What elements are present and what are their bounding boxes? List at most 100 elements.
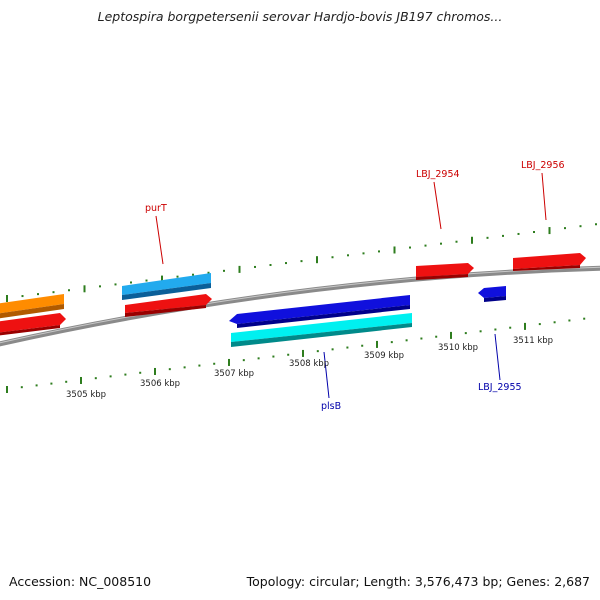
major-tick: [161, 275, 163, 283]
gene-cyan[interactable]: [231, 313, 412, 347]
minor-tick: [130, 281, 132, 284]
major-ticks: [6, 227, 551, 393]
minor-tick: [361, 344, 364, 347]
minor-tick: [176, 275, 179, 278]
minor-tick: [37, 293, 39, 296]
gene-lbj-2956[interactable]: [513, 253, 586, 271]
major-tick: [6, 386, 8, 393]
minor-tick: [52, 291, 55, 294]
tick-label-3511: 3511 kbp: [513, 336, 553, 346]
major-tick: [524, 322, 526, 330]
minor-tick: [464, 332, 467, 335]
minor-tick: [198, 364, 201, 367]
minor-tick: [405, 339, 408, 342]
minor-tick: [50, 382, 53, 385]
tick-label-3506: 3506 kbp: [140, 379, 180, 389]
minor-tick: [94, 377, 97, 380]
minor-tick: [213, 362, 216, 365]
minor-tick: [65, 380, 68, 383]
minor-tick: [409, 246, 411, 249]
minor-tick: [139, 371, 142, 374]
minor-tick: [124, 373, 127, 376]
gene-plsb[interactable]: [229, 295, 410, 328]
minor-tick: [502, 234, 504, 237]
accession-text: Accession: NC_008510: [9, 574, 152, 589]
minor-tick: [538, 323, 541, 326]
summary-text: Topology: circular; Length: 3,576,473 bp…: [246, 574, 590, 589]
minor-tick: [347, 254, 349, 257]
minor-tick: [223, 269, 225, 272]
minor-tick: [99, 285, 101, 288]
minor-tick: [254, 265, 256, 268]
minor-tick: [114, 283, 117, 286]
gene-red-2[interactable]: [125, 294, 212, 317]
minor-tick: [168, 368, 171, 371]
major-tick: [548, 227, 551, 235]
gene-lbj-2955[interactable]: [478, 286, 506, 302]
minor-tick: [316, 350, 319, 353]
tick-label-3510: 3510 kbp: [438, 343, 478, 353]
leader-lbj-2955: [494, 333, 501, 381]
minor-tick: [583, 317, 586, 320]
minor-tick: [331, 348, 334, 351]
minor-tick: [595, 223, 597, 226]
gene-purt[interactable]: [122, 273, 211, 300]
minor-tick: [269, 264, 272, 267]
minor-tick: [183, 366, 186, 369]
minor-tick: [300, 260, 303, 263]
minor-tick: [35, 384, 38, 387]
leader-lbj-2954: [433, 181, 442, 230]
major-tick: [471, 236, 473, 244]
tick-label-3508: 3508 kbp: [289, 359, 329, 369]
minor-tick: [242, 359, 245, 362]
minor-tick: [192, 273, 194, 276]
tick-dots: [20, 223, 597, 389]
major-tick: [393, 246, 396, 254]
minor-tick: [424, 244, 427, 247]
minor-tick: [494, 328, 497, 331]
minor-tick: [68, 289, 70, 292]
minor-tick: [455, 240, 458, 243]
minor-tick: [346, 346, 349, 349]
map-title: Leptospira borgpetersenii serovar Hardjo…: [97, 9, 503, 24]
minor-tick: [553, 321, 556, 324]
major-tick: [450, 331, 452, 339]
minor-tick: [479, 330, 482, 333]
major-tick: [238, 265, 241, 273]
major-tick: [83, 285, 86, 293]
label-purt: purT: [145, 203, 167, 214]
minor-tick: [420, 337, 423, 340]
major-tick: [302, 349, 304, 357]
minor-tick: [285, 262, 287, 265]
minor-tick: [486, 236, 489, 239]
minor-tick: [20, 386, 23, 389]
gene-lbj-2954[interactable]: [416, 263, 474, 280]
gene-orange[interactable]: [0, 294, 64, 319]
minor-tick: [331, 256, 334, 259]
minor-tick: [378, 250, 380, 253]
tick-label-3507: 3507 kbp: [214, 369, 254, 379]
major-tick: [6, 295, 8, 302]
leader-lbj-2956: [541, 172, 547, 221]
major-tick: [80, 376, 82, 384]
label-lbj-2955: LBJ_2955: [478, 382, 522, 393]
major-tick: [316, 256, 318, 264]
gene-red-left[interactable]: [0, 313, 66, 336]
minor-tick: [533, 231, 535, 234]
minor-tick: [564, 227, 566, 230]
minor-tick: [568, 319, 571, 322]
minor-tick: [390, 341, 393, 344]
label-plsb: plsB: [321, 401, 341, 412]
minor-tick: [362, 252, 365, 255]
label-lbj-2956: LBJ_2956: [521, 160, 565, 171]
minor-tick: [440, 242, 442, 245]
major-tick: [228, 358, 230, 366]
minor-tick: [145, 279, 148, 282]
label-lbj-2954: LBJ_2954: [416, 169, 460, 180]
minor-tick: [517, 232, 520, 235]
major-tick: [154, 367, 156, 375]
tick-label-3509: 3509 kbp: [364, 351, 404, 361]
minor-tick: [21, 295, 24, 298]
minor-tick: [287, 353, 290, 356]
minor-tick: [257, 357, 260, 360]
